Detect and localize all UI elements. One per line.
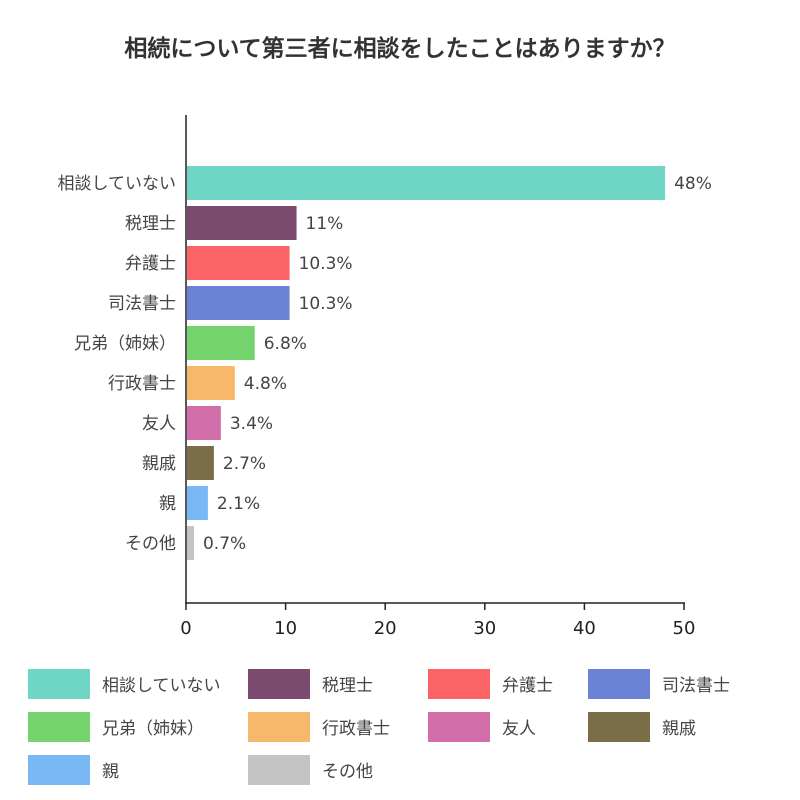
legend-label: 相談していない bbox=[102, 676, 221, 696]
bar bbox=[187, 446, 214, 480]
x-tick-label: 10 bbox=[274, 618, 297, 639]
value-label: 10.3% bbox=[299, 254, 353, 274]
category-label: 税理士 bbox=[125, 214, 176, 234]
legend-label: 親 bbox=[102, 762, 119, 782]
value-label: 0.7% bbox=[203, 534, 246, 554]
legend-label: 友人 bbox=[502, 719, 536, 739]
value-label: 11% bbox=[306, 214, 344, 234]
legend-swatch bbox=[248, 669, 310, 699]
value-label: 6.8% bbox=[264, 334, 307, 354]
bar bbox=[187, 166, 666, 200]
legend-label: 弁護士 bbox=[502, 676, 553, 696]
x-tick-label: 40 bbox=[573, 618, 596, 639]
legend-swatch bbox=[28, 669, 90, 699]
category-label: 親戚 bbox=[142, 454, 176, 474]
category-label: その他 bbox=[125, 534, 176, 554]
category-label: 兄弟（姉妹） bbox=[74, 334, 176, 354]
legend-swatch bbox=[28, 755, 90, 785]
bar bbox=[187, 406, 221, 440]
value-label: 3.4% bbox=[230, 414, 273, 434]
legend-label: 兄弟（姉妹） bbox=[102, 719, 204, 739]
legend-swatch bbox=[588, 712, 650, 742]
x-tick-label: 20 bbox=[374, 618, 397, 639]
legend-label: 司法書士 bbox=[662, 676, 730, 696]
chart-title: 相続について第三者に相談をしたことはありますか？ bbox=[124, 35, 675, 62]
bar bbox=[187, 486, 208, 520]
bar bbox=[187, 366, 235, 400]
plot-area: 0 10 20 30 40 50 相談していない 48% 税理士 11% 弁護士 10.3% 司法書士 1… bbox=[58, 115, 712, 639]
bar bbox=[187, 246, 290, 280]
legend-label: 行政書士 bbox=[322, 719, 390, 739]
x-tick-label: 50 bbox=[673, 618, 696, 639]
category-label: 友人 bbox=[142, 414, 176, 434]
legend-label: 親戚 bbox=[662, 719, 696, 739]
value-label: 4.8% bbox=[244, 374, 287, 394]
category-label: 弁護士 bbox=[125, 254, 176, 274]
legend-swatch bbox=[428, 712, 490, 742]
bar bbox=[187, 286, 290, 320]
bar bbox=[187, 206, 297, 240]
category-label: 親 bbox=[159, 494, 176, 514]
category-label: 相談していない bbox=[58, 174, 177, 194]
x-tick-label: 0 bbox=[180, 618, 191, 639]
bar bbox=[187, 326, 255, 360]
legend-swatch bbox=[248, 755, 310, 785]
value-label: 2.1% bbox=[217, 494, 260, 514]
bar bbox=[187, 526, 194, 560]
legend-label: 税理士 bbox=[322, 676, 373, 696]
value-label: 2.7% bbox=[223, 454, 266, 474]
category-label: 行政書士 bbox=[108, 374, 176, 394]
legend-swatch bbox=[248, 712, 310, 742]
value-label: 48% bbox=[674, 174, 712, 194]
value-label: 10.3% bbox=[299, 294, 353, 314]
legend-label: その他 bbox=[322, 762, 373, 782]
legend-swatch bbox=[428, 669, 490, 699]
x-tick-label: 30 bbox=[473, 618, 496, 639]
category-label: 司法書士 bbox=[108, 294, 176, 314]
legend-swatch bbox=[28, 712, 90, 742]
legend-swatch bbox=[588, 669, 650, 699]
